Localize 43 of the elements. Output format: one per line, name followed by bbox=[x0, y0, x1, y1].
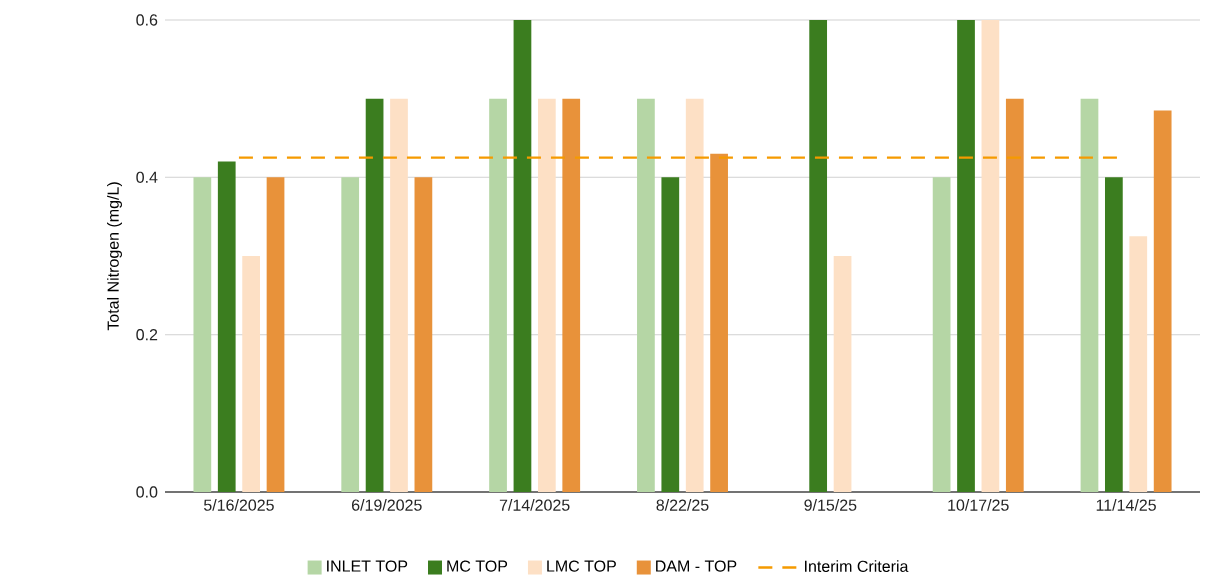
bar bbox=[932, 177, 951, 492]
bar bbox=[390, 98, 408, 492]
bar bbox=[414, 177, 433, 492]
bar bbox=[981, 20, 1000, 492]
y-tick-label: 0.0 bbox=[136, 486, 158, 498]
bar bbox=[1080, 98, 1099, 492]
bar bbox=[833, 256, 852, 492]
bar bbox=[1005, 98, 1024, 492]
bar bbox=[710, 153, 728, 492]
bar bbox=[661, 177, 680, 492]
y-tick-label: 0.2 bbox=[136, 329, 158, 341]
bar bbox=[957, 20, 975, 492]
legend-label: LMC TOP bbox=[547, 560, 616, 572]
legend-label: DAM - TOP bbox=[656, 560, 737, 572]
bar bbox=[1104, 177, 1123, 492]
legend-label: MC TOP bbox=[447, 560, 508, 572]
bar bbox=[562, 98, 581, 492]
bar bbox=[266, 177, 285, 492]
bar bbox=[242, 256, 260, 492]
x-tick-label: 6/19/2025 bbox=[352, 499, 422, 511]
x-tick-label: 8/22/25 bbox=[656, 499, 709, 511]
bar bbox=[1129, 236, 1148, 492]
bar bbox=[809, 20, 828, 492]
x-tick-label: 11/14/25 bbox=[1096, 499, 1156, 511]
y-tick-label: 0.6 bbox=[136, 14, 158, 26]
bar bbox=[513, 20, 532, 492]
bar bbox=[217, 161, 236, 492]
bar bbox=[489, 98, 507, 492]
y-axis-title: Total Nitrogen (mg/L) bbox=[107, 182, 122, 331]
bar bbox=[365, 98, 384, 492]
bar bbox=[341, 177, 360, 492]
legend-label: INLET TOP bbox=[327, 560, 408, 572]
x-tick-label: 9/15/25 bbox=[804, 499, 857, 511]
bar bbox=[193, 177, 212, 492]
bar bbox=[1153, 110, 1172, 492]
bar bbox=[537, 98, 556, 492]
bar bbox=[637, 98, 655, 492]
x-tick-label: 7/14/2025 bbox=[499, 499, 570, 511]
x-tick-label: 10/17/25 bbox=[948, 499, 1009, 511]
legend-label: Interim Criteria bbox=[805, 560, 909, 572]
y-tick-label: 0.4 bbox=[136, 171, 158, 183]
x-tick-label: 5/16/2025 bbox=[203, 499, 274, 511]
bar bbox=[685, 98, 704, 492]
